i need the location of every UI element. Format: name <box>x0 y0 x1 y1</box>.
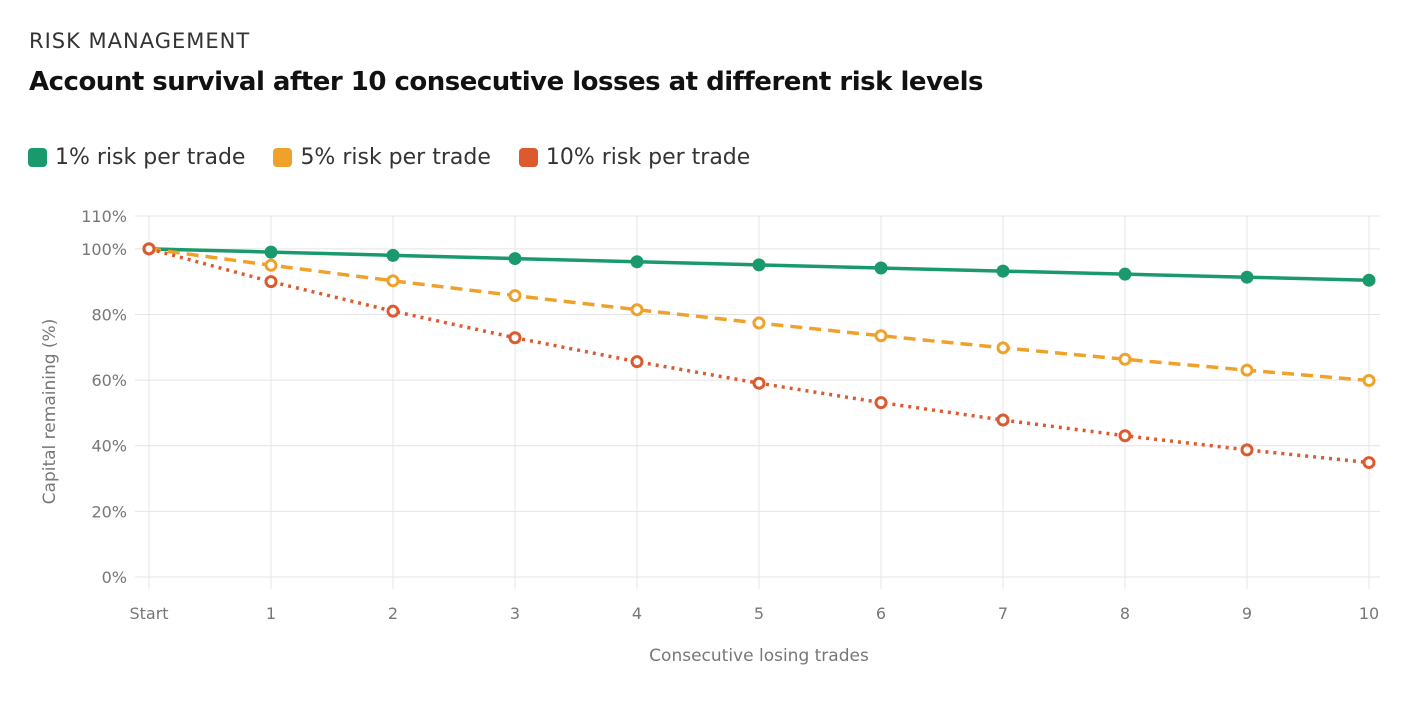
y-tick-label: 20% <box>91 502 127 521</box>
data-point <box>1118 352 1132 366</box>
data-point <box>752 258 766 272</box>
data-point <box>996 413 1010 427</box>
data-point <box>1118 267 1132 281</box>
data-point <box>386 274 400 288</box>
y-tick-label: 40% <box>91 437 127 456</box>
data-point <box>630 255 644 269</box>
x-tick-label: 10 <box>1359 604 1379 623</box>
x-tick-label: 9 <box>1242 604 1252 623</box>
data-point <box>874 261 888 275</box>
x-tick-label: 2 <box>388 604 398 623</box>
data-point <box>752 376 766 390</box>
legend-label: 1% risk per trade <box>55 145 246 170</box>
data-point <box>874 396 888 410</box>
data-point <box>142 242 156 256</box>
legend-swatch <box>28 148 47 167</box>
chart-title: Account survival after 10 consecutive lo… <box>29 67 983 97</box>
y-tick-label: 0% <box>102 568 127 587</box>
x-tick-label: 8 <box>1120 604 1130 623</box>
x-tick-label: 6 <box>876 604 886 623</box>
legend-label: 5% risk per trade <box>300 145 491 170</box>
data-point <box>752 316 766 330</box>
data-point <box>386 248 400 262</box>
legend: 1% risk per trade 5% risk per trade 10% … <box>28 145 750 170</box>
x-tick-label: Start <box>129 604 168 623</box>
data-point <box>996 341 1010 355</box>
data-point <box>1362 273 1376 287</box>
data-point <box>264 275 278 289</box>
x-tick-label: 4 <box>632 604 642 623</box>
data-point <box>1240 443 1254 457</box>
x-axis-label: Consecutive losing trades <box>649 646 869 666</box>
data-point <box>508 252 522 266</box>
x-tick-label: 7 <box>998 604 1008 623</box>
data-point <box>1240 363 1254 377</box>
data-point <box>264 258 278 272</box>
legend-label: 10% risk per trade <box>545 145 751 170</box>
legend-swatch <box>273 148 293 167</box>
y-tick-label: 100% <box>81 240 127 259</box>
data-point <box>1240 270 1254 284</box>
y-axis-label: Capital remaining (%) <box>40 319 60 505</box>
data-point <box>630 303 644 317</box>
legend-item-5pct[interactable]: 5% risk per trade <box>273 145 491 170</box>
data-point <box>1362 456 1376 470</box>
legend-item-10pct[interactable]: 10% risk per trade <box>518 145 751 170</box>
data-point <box>386 304 400 318</box>
x-tick-label: 5 <box>754 604 764 623</box>
data-point <box>264 245 278 259</box>
y-tick-label: 110% <box>81 207 127 226</box>
data-point <box>630 355 644 369</box>
data-point <box>996 264 1010 278</box>
data-point <box>508 289 522 303</box>
eyebrow-label: RISK MANAGEMENT <box>29 29 251 53</box>
legend-swatch <box>518 148 538 167</box>
data-point <box>874 329 888 343</box>
data-point <box>1118 429 1132 443</box>
x-tick-label: 3 <box>510 604 520 623</box>
y-tick-label: 60% <box>91 371 127 390</box>
data-point <box>508 331 522 345</box>
legend-item-1pct[interactable]: 1% risk per trade <box>28 145 245 170</box>
data-point <box>1362 374 1376 388</box>
y-tick-label: 80% <box>91 305 127 324</box>
x-tick-label: 1 <box>266 604 276 623</box>
